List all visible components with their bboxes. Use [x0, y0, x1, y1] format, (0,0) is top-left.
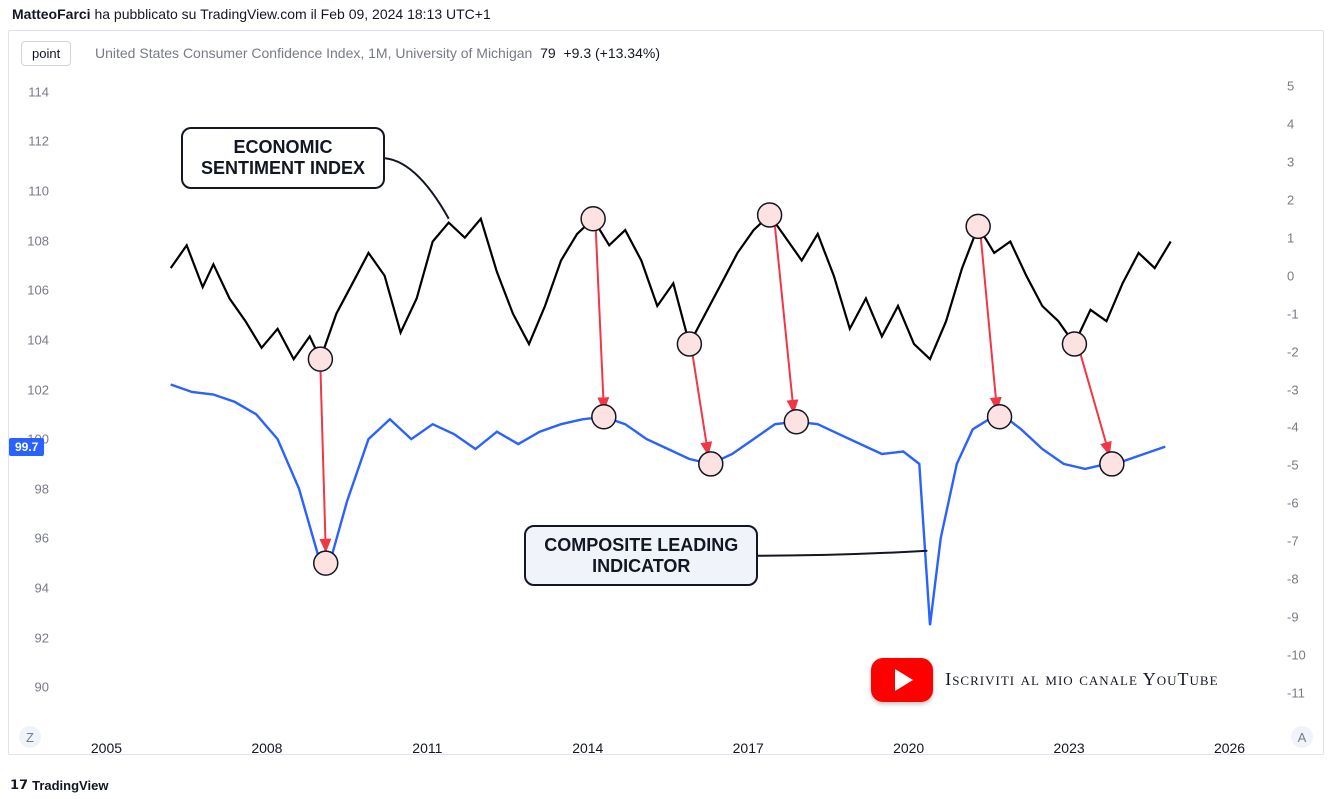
- y-left-tick: 106: [15, 283, 49, 298]
- y-right-tick: -2: [1287, 344, 1317, 359]
- x-tick: 2011: [412, 740, 442, 756]
- marker-circle-top: [581, 207, 605, 231]
- marker-circle-top: [966, 214, 990, 238]
- x-tick: 2017: [733, 740, 764, 756]
- marker-circle-top: [308, 347, 332, 371]
- chart-legend: United States Consumer Confidence Index,…: [95, 45, 660, 61]
- publish-header: MatteoFarci ha pubblicato su TradingView…: [12, 6, 491, 22]
- correlation-arrow: [692, 352, 708, 454]
- y-left-tick: 92: [15, 630, 49, 645]
- series-economic-sentiment-index: [171, 215, 1171, 359]
- y-right-tick: -4: [1287, 420, 1317, 435]
- marker-circle-top: [1062, 332, 1086, 356]
- point-button[interactable]: point: [21, 41, 71, 66]
- y-left-tick: 98: [15, 481, 49, 496]
- y-left-tick: 102: [15, 382, 49, 397]
- y-left-tick: 104: [15, 332, 49, 347]
- price-tag: 99.7: [9, 438, 44, 456]
- y-right-tick: -9: [1287, 610, 1317, 625]
- y-right-tick: 4: [1287, 116, 1317, 131]
- y-right-tick: 1: [1287, 230, 1317, 245]
- y-left-tick: 90: [15, 680, 49, 695]
- x-tick: 2020: [893, 740, 924, 756]
- author-name: MatteoFarci: [12, 6, 91, 22]
- x-tick: 2026: [1214, 740, 1245, 756]
- marker-circle-bottom: [1100, 452, 1124, 476]
- callout-composite-leading: COMPOSITE LEADING INDICATOR: [524, 525, 758, 586]
- y-right-tick: -6: [1287, 496, 1317, 511]
- y-left-tick: 96: [15, 531, 49, 546]
- y-right-tick: -5: [1287, 458, 1317, 473]
- y-right-tick: 2: [1287, 192, 1317, 207]
- series-composite-leading-indicator: [171, 385, 1166, 626]
- youtube-subscribe[interactable]: Iscriviti al mio canale YouTube: [871, 658, 1218, 702]
- y-right-tick: -11: [1287, 686, 1317, 701]
- y-right-tick: -3: [1287, 382, 1317, 397]
- x-tick: 2023: [1054, 740, 1085, 756]
- plot-area: 9092949698100102104106108110112114 -11-1…: [53, 67, 1283, 712]
- legend-title: United States Consumer Confidence Index,…: [95, 45, 532, 61]
- footer-brand: 𝟭𝟳 TradingView: [10, 777, 108, 793]
- marker-circle-bottom: [592, 405, 616, 429]
- marker-circle-bottom: [314, 551, 338, 575]
- correlation-arrow: [775, 226, 794, 411]
- chart-frame: point United States Consumer Confidence …: [8, 30, 1324, 755]
- zoom-badge[interactable]: Z: [19, 726, 41, 748]
- y-left-tick: 94: [15, 580, 49, 595]
- y-left-tick: 112: [15, 134, 49, 149]
- y-left-tick: 114: [15, 84, 49, 99]
- correlation-arrow: [320, 367, 325, 551]
- y-right-tick: -7: [1287, 534, 1317, 549]
- publish-rest: ha pubblicato su TradingView.com il Feb …: [91, 6, 491, 22]
- correlation-arrow: [596, 230, 604, 409]
- y-left-tick: 108: [15, 233, 49, 248]
- y-left-tick: 110: [15, 184, 49, 199]
- y-right-tick: -8: [1287, 572, 1317, 587]
- marker-circle-bottom: [699, 452, 723, 476]
- callout-composite-leading-pointer: [754, 551, 927, 556]
- correlation-arrow: [1080, 352, 1109, 454]
- auto-badge[interactable]: A: [1291, 726, 1313, 748]
- marker-circle-bottom: [988, 405, 1012, 429]
- marker-circle-top: [677, 332, 701, 356]
- y-right-tick: -1: [1287, 306, 1317, 321]
- legend-change-pct: (+13.34%): [595, 45, 660, 61]
- y-right-tick: 0: [1287, 268, 1317, 283]
- legend-change-abs: +9.3: [563, 45, 591, 61]
- y-right-tick: -10: [1287, 648, 1317, 663]
- correlation-arrow: [981, 238, 997, 410]
- callout-economic-sentiment: ECONOMIC SENTIMENT INDEX: [181, 127, 385, 188]
- youtube-icon: [871, 658, 933, 702]
- y-right-tick: 5: [1287, 78, 1317, 93]
- y-right-tick: 3: [1287, 154, 1317, 169]
- marker-circle-bottom: [784, 410, 808, 434]
- x-tick: 2008: [251, 740, 282, 756]
- footer-brand-text: TradingView: [32, 778, 108, 793]
- callout-economic-sentiment-pointer: [381, 158, 449, 219]
- tradingview-icon: 𝟭𝟳: [10, 777, 28, 793]
- youtube-text: Iscriviti al mio canale YouTube: [945, 669, 1218, 690]
- marker-circle-top: [758, 203, 782, 227]
- x-tick: 2005: [91, 740, 122, 756]
- x-tick: 2014: [572, 740, 603, 756]
- legend-value: 79: [540, 45, 556, 61]
